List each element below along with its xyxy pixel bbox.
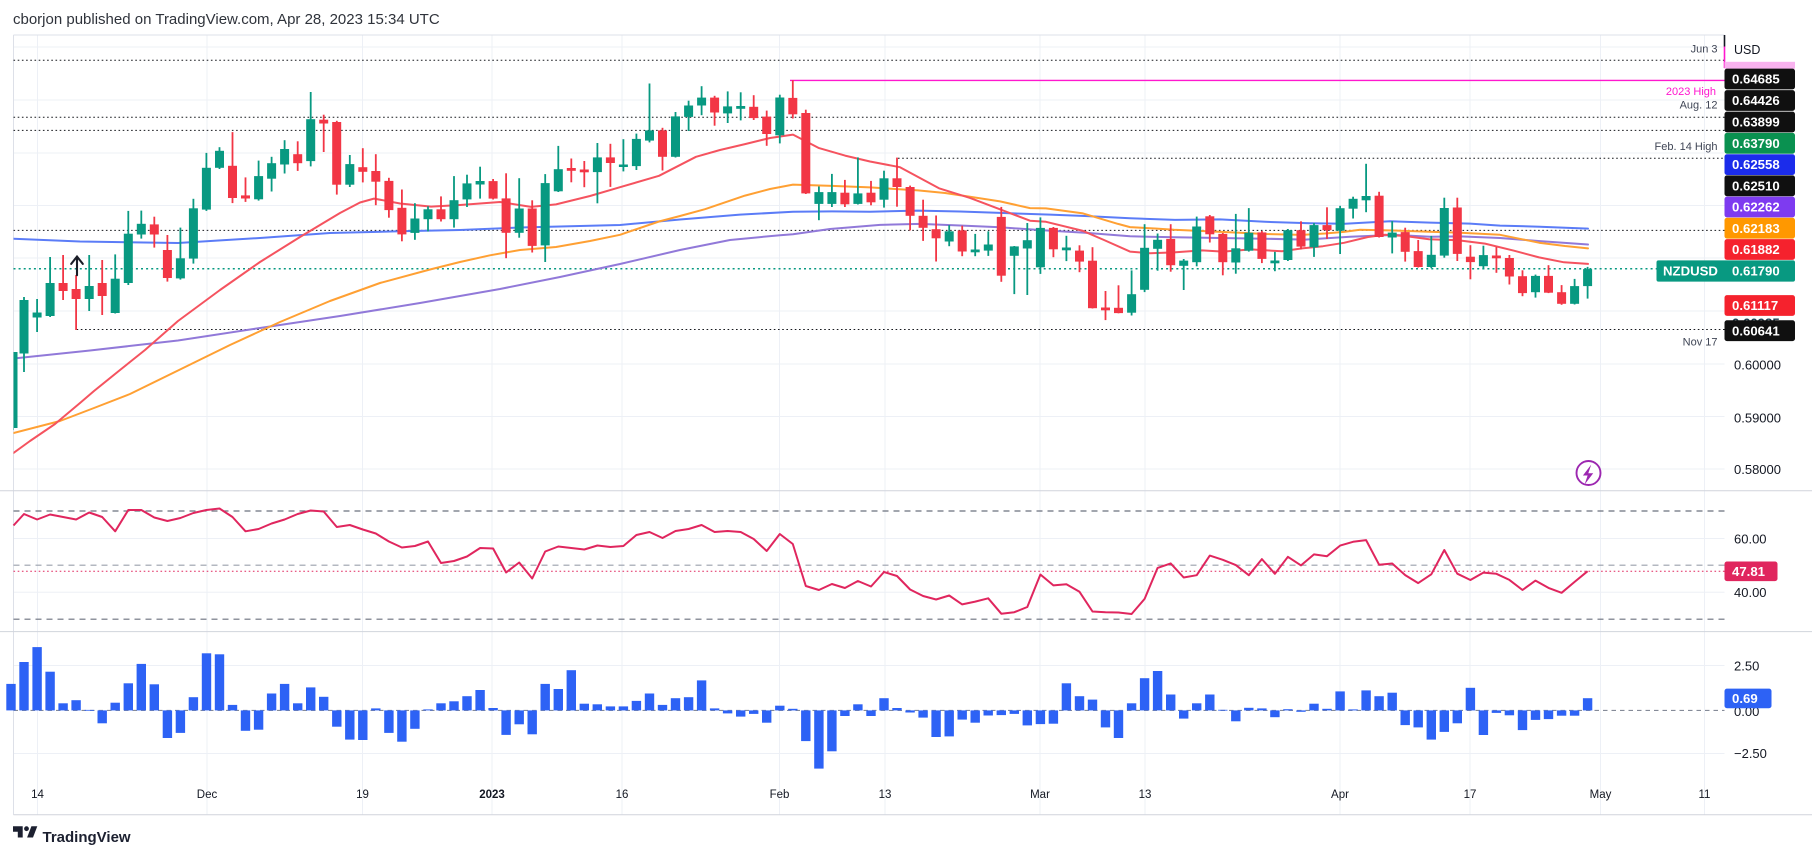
svg-text:2.50: 2.50	[1734, 658, 1759, 673]
svg-text:60.00: 60.00	[1734, 532, 1767, 547]
svg-text:0.63790: 0.63790	[1732, 136, 1780, 151]
svg-text:0.62183: 0.62183	[1732, 221, 1780, 236]
svg-text:0.58000: 0.58000	[1734, 462, 1781, 477]
svg-text:TradingView: TradingView	[43, 829, 131, 846]
svg-text:2023: 2023	[479, 789, 505, 801]
svg-text:0.62558: 0.62558	[1732, 157, 1780, 172]
svg-text:0.64685: 0.64685	[1732, 72, 1780, 87]
svg-text:Feb. 14 High: Feb. 14 High	[1655, 141, 1718, 153]
svg-text:Apr: Apr	[1331, 789, 1349, 801]
svg-text:0.61882: 0.61882	[1732, 242, 1780, 257]
svg-text:0.61790: 0.61790	[1732, 264, 1780, 279]
svg-text:0.60000: 0.60000	[1734, 358, 1781, 373]
svg-text:Feb: Feb	[770, 789, 790, 801]
svg-text:Aug. 12: Aug. 12	[1680, 100, 1718, 112]
svg-text:17: 17	[1464, 789, 1477, 801]
svg-text:USD: USD	[1734, 43, 1760, 57]
svg-text:16: 16	[616, 789, 629, 801]
svg-text:Mar: Mar	[1030, 789, 1050, 801]
svg-text:0.62510: 0.62510	[1732, 178, 1780, 193]
svg-text:cborjon published on TradingVi: cborjon published on TradingView.com, Ap…	[13, 11, 440, 28]
svg-text:19: 19	[356, 789, 369, 801]
svg-text:13: 13	[1139, 789, 1152, 801]
svg-text:Jun 3: Jun 3	[1691, 44, 1718, 56]
svg-text:0.64426: 0.64426	[1732, 93, 1780, 108]
svg-text:0.69: 0.69	[1732, 691, 1758, 706]
svg-text:11: 11	[1699, 789, 1711, 801]
svg-text:−2.50: −2.50	[1734, 746, 1767, 761]
svg-text:May: May	[1590, 789, 1612, 801]
svg-text:0.61117: 0.61117	[1732, 298, 1778, 313]
svg-text:0.60641: 0.60641	[1732, 323, 1780, 338]
svg-text:NZDUSD: NZDUSD	[1663, 264, 1718, 279]
svg-text:Dec: Dec	[197, 789, 218, 801]
svg-text:0.59000: 0.59000	[1734, 410, 1781, 425]
svg-text:13: 13	[879, 789, 892, 801]
svg-text:0.62262: 0.62262	[1732, 200, 1780, 215]
svg-text:2023 High: 2023 High	[1666, 86, 1716, 98]
svg-text:40.00: 40.00	[1734, 585, 1767, 600]
svg-text:Nov 17: Nov 17	[1683, 337, 1718, 349]
svg-text:14: 14	[31, 789, 44, 801]
svg-text:0.63899: 0.63899	[1732, 115, 1780, 130]
svg-text:47.81: 47.81	[1732, 564, 1765, 579]
